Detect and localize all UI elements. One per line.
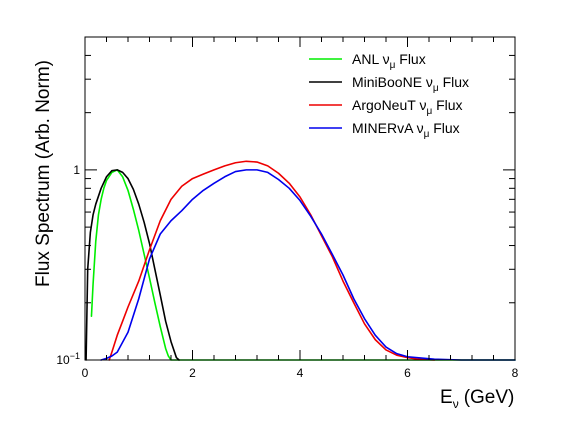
x-tick-label: 8 bbox=[512, 366, 519, 380]
x-tick-label: 0 bbox=[82, 366, 89, 380]
x-tick-label: 6 bbox=[404, 366, 411, 380]
x-axis-title-sub: ν bbox=[453, 397, 459, 411]
y-tick-label: 1 bbox=[73, 163, 80, 177]
x-tick-label: 2 bbox=[189, 366, 196, 380]
x-axis-title: Eν (GeV) bbox=[440, 387, 514, 411]
y-axis-title: Flux Spectrum (Arb. Norm) bbox=[33, 60, 54, 287]
x-tick-label: 4 bbox=[297, 366, 304, 380]
x-axis-title-e: E bbox=[440, 387, 453, 408]
x-axis-title-units: (GeV) bbox=[464, 387, 515, 408]
